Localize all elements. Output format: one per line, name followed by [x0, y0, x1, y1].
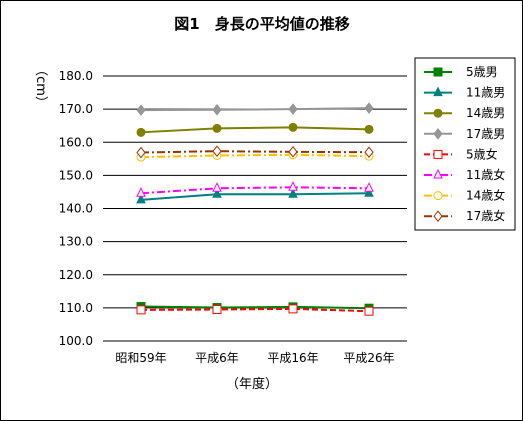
legend-item: 11歳女: [424, 167, 505, 182]
legend-label: 17歳男: [466, 127, 505, 141]
data-point: [288, 188, 298, 198]
data-point: [364, 102, 374, 114]
series-line: [140, 186, 370, 195]
data-point: [364, 146, 374, 158]
series-group: [136, 102, 374, 316]
series-line: [140, 153, 370, 159]
y-tick-label: 110.0: [59, 301, 93, 315]
legend-label: 5歳女: [466, 146, 498, 161]
y-tick-label: 140.0: [59, 202, 93, 216]
legend-marker: [433, 67, 443, 77]
x-tick-label: 平成6年: [195, 351, 239, 365]
legend-marker: [433, 168, 443, 179]
y-tick-label: 180.0: [59, 69, 93, 83]
data-point: [212, 305, 222, 315]
series-line: [140, 192, 370, 201]
series-line: [140, 150, 370, 154]
chart-title: 図1 身長の平均値の推移: [174, 15, 349, 33]
x-axis-ticks: 昭和59年 平成6年 平成16年 平成26年: [115, 351, 394, 365]
series-6: [136, 181, 374, 197]
data-point: [288, 103, 298, 115]
legend-label: 11歳男: [466, 86, 505, 100]
legend-marker: [433, 191, 443, 201]
data-point: [364, 187, 374, 197]
data-point: [288, 304, 298, 314]
data-point: [288, 122, 298, 132]
data-point: [212, 103, 222, 116]
series-line: [140, 107, 370, 112]
series-3: [136, 122, 374, 137]
y-tick-label: 170.0: [59, 102, 93, 116]
y-tick-label: 160.0: [59, 135, 93, 149]
legend-label: 11歳女: [466, 167, 505, 182]
series-2: [136, 187, 374, 204]
data-point: [364, 306, 374, 316]
y-tick-label: 100.0: [59, 334, 93, 348]
data-point: [136, 193, 146, 204]
series-line: [140, 305, 370, 310]
data-point: [212, 145, 222, 157]
legend-item: 5歳男: [424, 65, 498, 79]
data-point: [136, 104, 146, 116]
x-tick-label: 昭和59年: [115, 351, 166, 365]
legend-label: 14歳男: [466, 106, 505, 120]
legend-marker: [433, 149, 443, 159]
series-line: [140, 307, 370, 313]
data-point: [136, 305, 146, 315]
legend: 5歳男 11歳男 14歳男 17歳男 5歳女 11歳女 14歳女 17歳女: [414, 57, 516, 231]
data-point: [288, 146, 298, 158]
y-axis-label: （cm）: [33, 63, 48, 109]
legend-marker: [433, 86, 443, 97]
legend-marker: [433, 108, 443, 118]
legend-item: 14歳女: [424, 188, 505, 203]
legend-item: 5歳女: [424, 146, 498, 161]
series-1: [136, 302, 374, 313]
series-5: [136, 304, 374, 316]
data-point: [364, 182, 374, 192]
series-line: [140, 126, 370, 134]
data-point: [212, 188, 222, 198]
data-point: [212, 182, 222, 192]
y-tick-label: 150.0: [59, 168, 93, 182]
data-point: [212, 123, 222, 133]
data-point: [288, 181, 298, 191]
x-tick-label: 平成16年: [267, 351, 318, 365]
legend-item: 17歳男: [424, 127, 505, 141]
y-tick-label: 120.0: [59, 268, 93, 282]
data-point: [364, 124, 374, 134]
legend-item: 11歳男: [424, 86, 505, 100]
legend-label: 5歳男: [466, 65, 498, 79]
x-axis-label: （年度）: [226, 376, 278, 392]
series-8: [136, 145, 374, 159]
legend-box: [414, 57, 516, 231]
y-axis-ticks: 100.0 110.0 120.0 130.0 140.0 150.0 160.0 170.0…: [59, 69, 93, 348]
x-tick-label: 平成26年: [343, 351, 394, 365]
legend-marker: [433, 127, 443, 140]
legend-label: 14歳女: [466, 188, 505, 203]
legend-item: 17歳女: [424, 208, 505, 223]
legend-marker: [433, 210, 443, 223]
legend-item: 14歳男: [424, 106, 505, 120]
legend-label: 17歳女: [466, 208, 505, 223]
gridlines: [103, 75, 407, 342]
y-tick-label: 130.0: [59, 235, 93, 249]
data-point: [136, 146, 146, 159]
series-4: [136, 102, 374, 116]
data-point: [136, 187, 146, 197]
data-point: [136, 127, 146, 137]
